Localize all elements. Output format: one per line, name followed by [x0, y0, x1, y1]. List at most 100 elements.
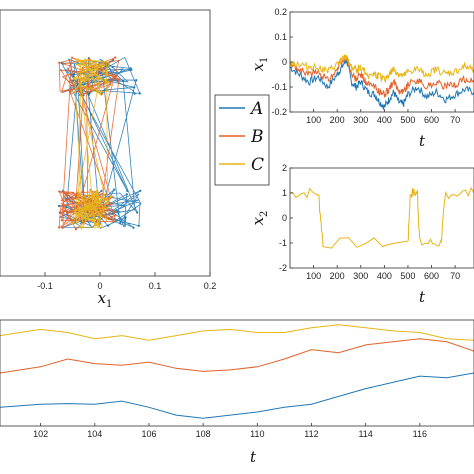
phase-point-c [83, 216, 87, 219]
phase-point-c [98, 201, 101, 204]
phase-point-a [132, 226, 135, 229]
x1-series-line-a [289, 57, 474, 110]
phase-point-a [125, 193, 128, 196]
phase-point-a [73, 73, 76, 76]
phase-point-c [77, 214, 80, 217]
x2-series-line-c [289, 186, 474, 249]
phase-point-a [126, 189, 129, 192]
bottom-x-axis-label: t [250, 448, 257, 466]
phase-x-tick-label: 0.2 [204, 281, 217, 291]
x2-x-tick-label: 600 [424, 271, 439, 281]
phase-point-b [71, 191, 75, 194]
x2-series-layer [289, 186, 474, 249]
phase-point-c [97, 224, 100, 227]
phase-x-axis-label: x1 [98, 289, 113, 310]
phase-point-c [96, 86, 100, 89]
bottom-x-tick-label: 114 [358, 429, 372, 439]
phase-point-a [138, 92, 141, 95]
bottom-x-tick-label: 104 [87, 429, 102, 439]
phase-point-b [114, 210, 117, 213]
x1-y-axis-label: x1 [249, 57, 270, 72]
phase-point-b [114, 56, 117, 59]
legend-box [214, 94, 270, 186]
phase-point-a [137, 224, 140, 227]
phase-point-c [93, 68, 96, 71]
phase-point-c [103, 194, 106, 197]
x1-y-ticks: 0.2 0.1 0 -0.1 -0.2 [271, 7, 293, 117]
phase-x-tick-label: -0.1 [37, 281, 53, 291]
phase-point-b [70, 84, 73, 87]
x1-x-tick-label: 600 [424, 115, 439, 125]
x2-x-tick-label: 500 [400, 271, 415, 281]
phase-point-c [79, 210, 82, 213]
phase-point-b [63, 209, 66, 213]
phase-point-b [68, 90, 72, 93]
x1-y-tick-label: -0.1 [271, 82, 287, 92]
phase-point-c [101, 64, 104, 67]
phase-plot: -0.1 0 0.1 0.2 x1 [0, 9, 216, 310]
x1-x-tick-label: 200 [330, 115, 345, 125]
phase-point-b [65, 193, 69, 196]
phase-point-a [72, 79, 75, 82]
x2-y-ticks: 2 1 0 -1 -2 [279, 163, 293, 273]
x1-x-tick-label: 100 [306, 115, 321, 125]
phase-point-a [113, 188, 116, 191]
phase-point-a [133, 92, 136, 95]
phase-x-ticks: -0.1 0 0.1 0.2 [37, 272, 216, 291]
phase-point-c [79, 226, 83, 229]
x1-x-tick-label: 70 [450, 115, 460, 125]
phase-point-c [71, 222, 74, 225]
legend-label-a: A [249, 99, 263, 119]
phase-point-c [84, 58, 87, 61]
phase-point-c [96, 60, 99, 63]
bottom-x-tick-label: 116 [413, 429, 427, 439]
phase-point-c [106, 206, 109, 209]
phase-point-c [90, 73, 93, 76]
legend-label-c: C [251, 155, 264, 175]
phase-point-a [111, 65, 114, 69]
phase-point-c [86, 204, 89, 207]
phase-point-b [107, 217, 110, 220]
x2-y-tick-label: 1 [282, 188, 287, 198]
x2-y-tick-label: -1 [279, 238, 287, 248]
bottom-series-layer [0, 324, 474, 419]
phase-point-c [106, 74, 109, 77]
bottom-series-line-b [0, 338, 474, 374]
x2-x-tick-label: 70 [450, 271, 460, 281]
phase-point-b [76, 90, 79, 93]
phase-point-c [91, 60, 94, 64]
phase-point-c [83, 80, 86, 83]
x1-x-ticks: 100 200 300 400 500 600 70 [306, 109, 460, 125]
phase-trajectory-c [71, 58, 112, 231]
phase-point-c [100, 90, 103, 93]
phase-point-a [122, 204, 125, 207]
phase-scatter-layer [57, 56, 142, 231]
phase-point-a [136, 211, 139, 214]
legend: ABC [214, 94, 270, 186]
phase-point-c [89, 189, 92, 192]
legend-label-b: B [250, 127, 264, 147]
phase-point-a [100, 189, 103, 192]
phase-point-a [129, 67, 132, 70]
phase-point-c [87, 65, 90, 68]
phase-point-c [72, 77, 75, 80]
phase-point-b [113, 214, 116, 217]
phase-point-c [96, 193, 99, 196]
phase-point-b [58, 190, 61, 193]
phase-point-b [81, 190, 84, 193]
x1-y-tick-label: 0.2 [274, 7, 287, 17]
x2-y-tick-label: 2 [282, 163, 287, 173]
x2-x-axis-label: t [419, 288, 426, 306]
x2-x-tick-label: 200 [330, 271, 345, 281]
bottom-x-tick-label: 112 [304, 429, 318, 439]
phase-point-c [76, 58, 79, 61]
x1-series-line-c [289, 54, 474, 84]
phase-point-c [107, 81, 110, 84]
phase-point-c [83, 195, 86, 198]
phase-point-b [64, 198, 67, 201]
phase-point-c [97, 77, 100, 80]
phase-point-c [93, 221, 96, 224]
phase-point-c [99, 214, 102, 217]
phase-plot-frame [0, 9, 211, 277]
